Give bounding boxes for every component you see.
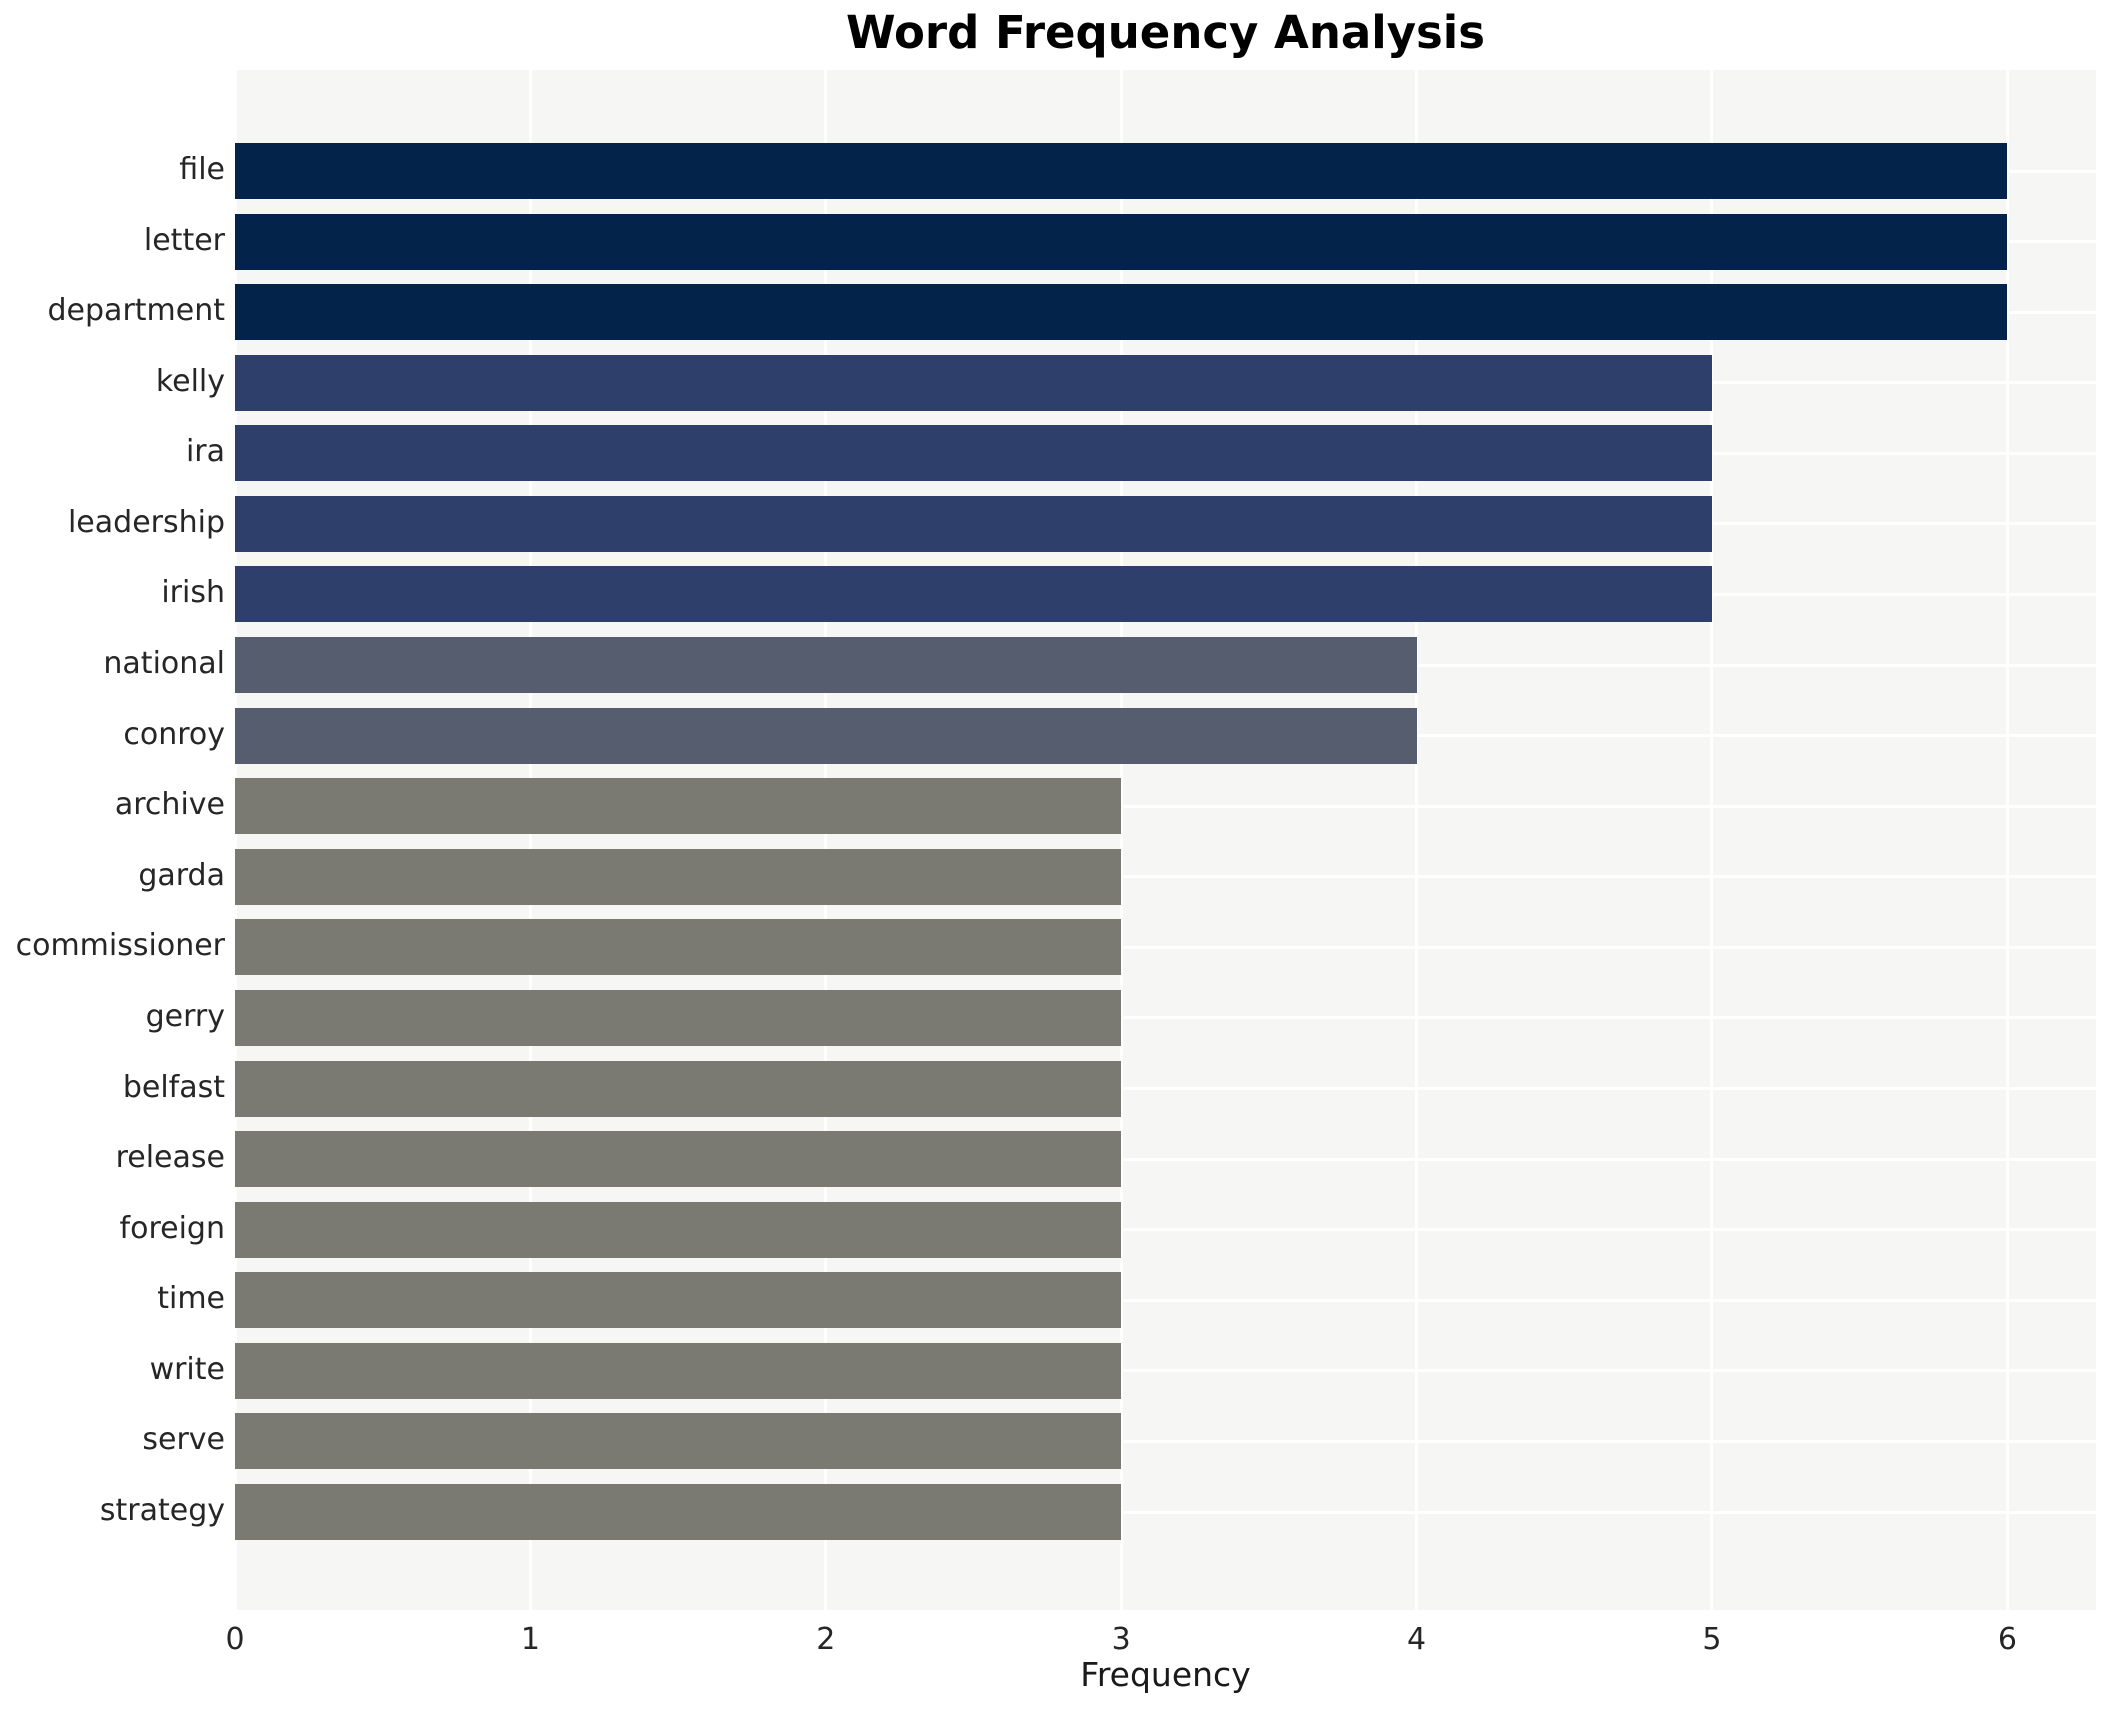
y-gridline [235,945,2096,949]
bar-commissioner [235,919,1122,976]
y-tick-label: kelly [155,363,225,399]
y-tick-label: strategy [99,1493,225,1529]
x-gridline [1710,70,1714,1610]
y-tick-label: commissioner [15,928,225,964]
y-gridline [235,1369,2096,1373]
bar-ira [235,425,1712,482]
bar-foreign [235,1201,1122,1258]
chart-title: Word Frequency Analysis [845,6,1486,59]
x-tick-label: 0 [225,1622,245,1657]
y-gridline [235,1157,2096,1161]
x-tick-label: 4 [1407,1622,1427,1657]
y-gridline [235,1228,2096,1232]
y-tick-label: leadership [67,504,225,540]
y-tick-label: serve [142,1422,225,1458]
bar-serve [235,1413,1122,1470]
x-tick-label: 3 [1111,1622,1131,1657]
x-tick-label: 6 [1997,1622,2017,1657]
y-tick-label: write [149,1351,225,1387]
bar-kelly [235,354,1712,411]
y-tick-label: belfast [122,1069,225,1105]
x-tick-label: 1 [520,1622,540,1657]
bar-letter [235,213,2008,270]
y-tick-label: release [115,1140,225,1176]
x-gridline [2005,70,2009,1610]
bar-belfast [235,1060,1122,1117]
x-tick-label: 2 [816,1622,836,1657]
bar-gerry [235,989,1122,1046]
y-gridline [235,1298,2096,1302]
plot-area [233,70,2096,1610]
y-gridline [235,1439,2096,1443]
x-gridline [1415,70,1419,1610]
bar-department [235,284,2008,341]
x-gridline [528,70,532,1610]
y-tick-label: file [179,152,225,187]
y-tick-label: time [157,1281,225,1317]
y-tick-label: foreign [119,1210,225,1246]
y-gridline [235,1016,2096,1020]
y-tick-label: garda [138,857,225,893]
bar-archive [235,778,1122,835]
y-tick-label: irish [161,575,225,611]
bar-irish [235,566,1712,623]
y-tick-label: gerry [145,998,225,1034]
y-tick-label: national [103,646,225,682]
x-tick-label: 5 [1702,1622,1722,1657]
bar-time [235,1272,1122,1329]
x-gridline [824,70,828,1610]
bar-file [235,143,2008,199]
y-tick-label: ira [185,434,225,470]
bar-strategy [235,1484,1122,1541]
x-gridline [233,70,237,1610]
y-gridline [235,1510,2096,1514]
y-tick-label: department [47,293,225,329]
y-tick-label: conroy [123,716,225,752]
bar-garda [235,848,1122,905]
y-tick-label: archive [114,787,225,823]
bar-release [235,1131,1122,1188]
bar-conroy [235,707,1417,764]
y-gridline [235,804,2096,808]
x-axis-label: Frequency [1080,1655,1251,1694]
bar-national [235,637,1417,694]
y-gridline [235,875,2096,879]
bar-write [235,1342,1122,1399]
bar-leadership [235,495,1712,552]
y-gridline [235,1087,2096,1091]
y-tick-label: letter [143,222,225,258]
x-gridline [1119,70,1123,1610]
